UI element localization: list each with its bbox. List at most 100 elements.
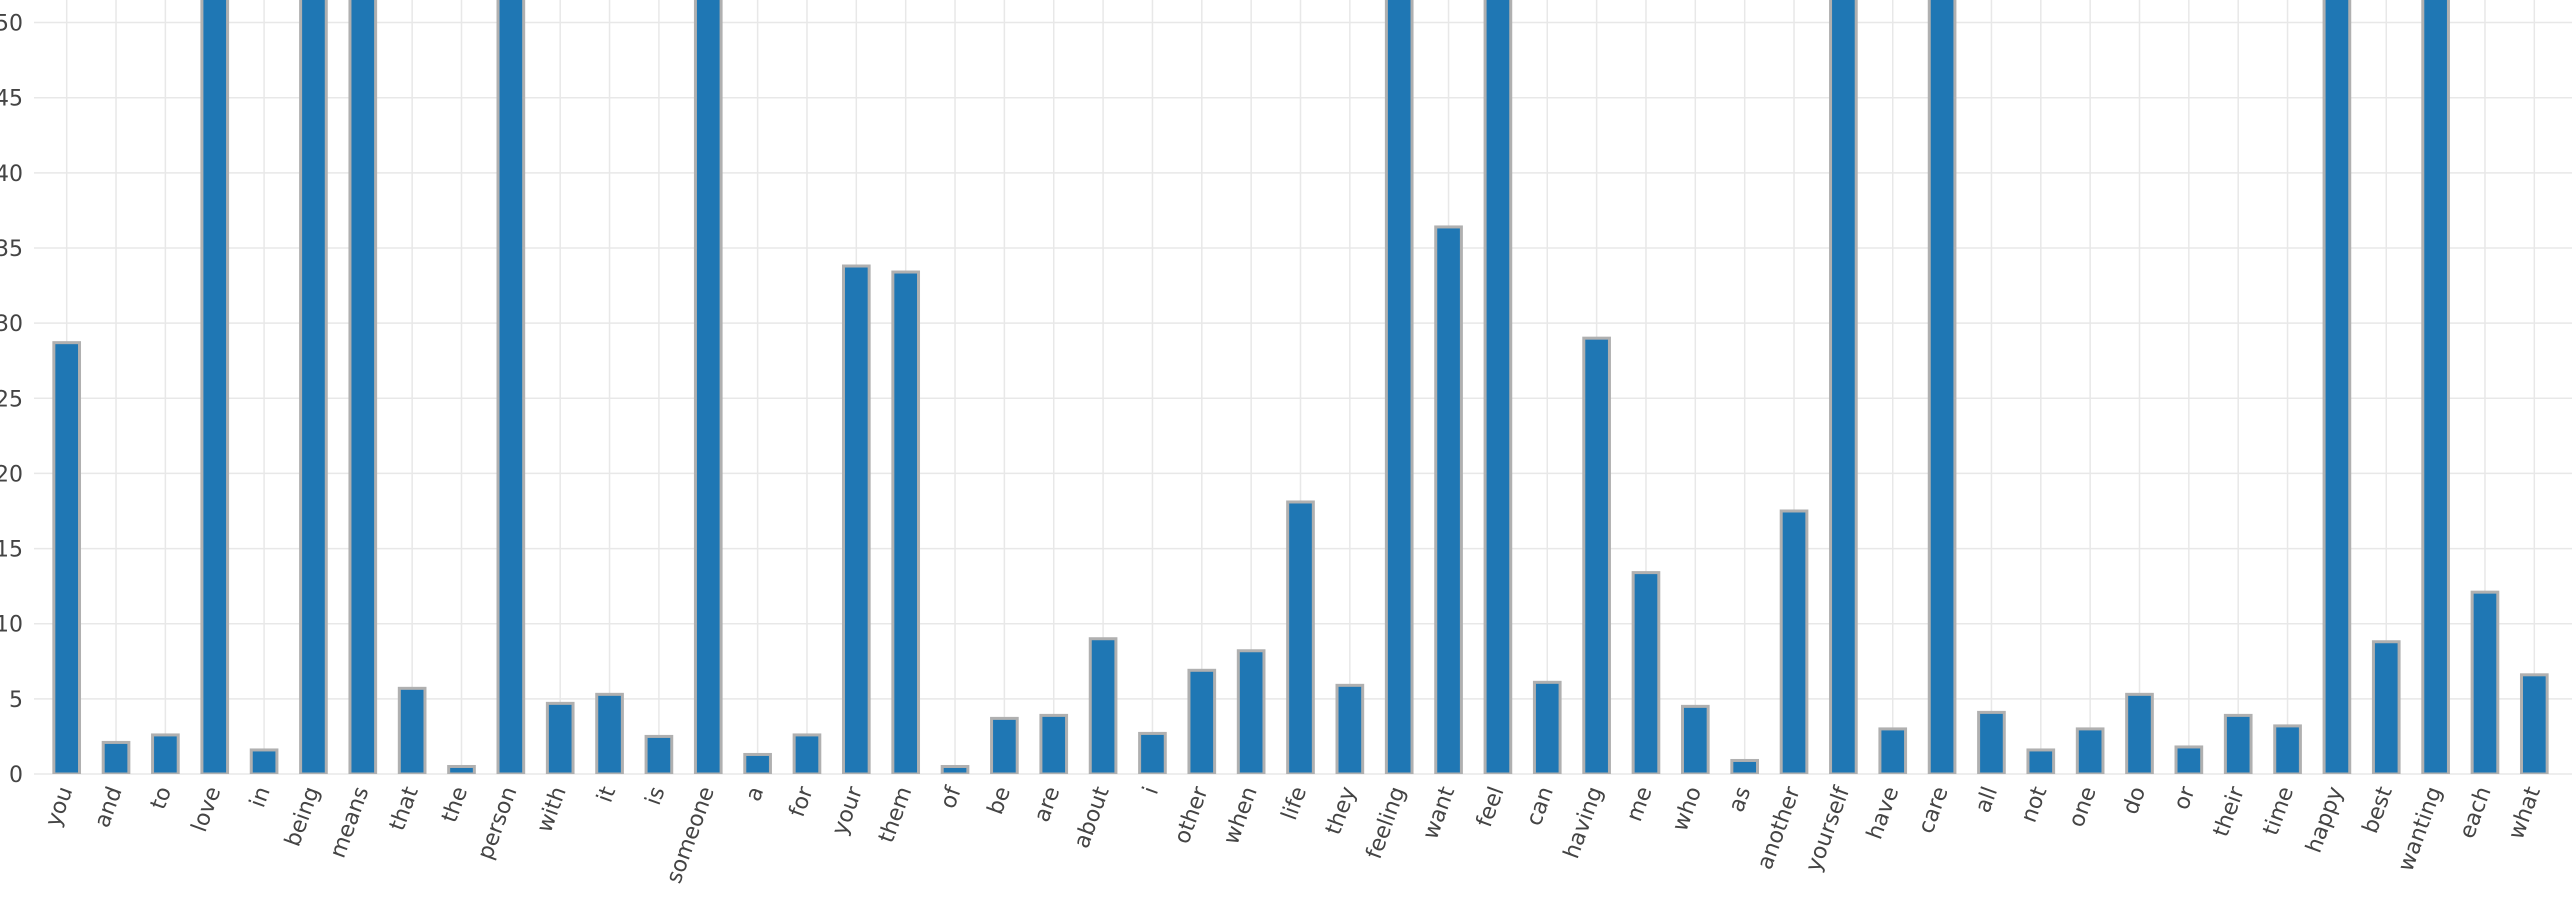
bar bbox=[2470, 590, 2500, 774]
y-tick-label: 15 bbox=[0, 538, 23, 563]
x-tick-label: with bbox=[532, 784, 571, 836]
bar bbox=[1532, 680, 1562, 774]
bar bbox=[101, 740, 131, 774]
bar bbox=[595, 692, 624, 774]
x-tick-label: or bbox=[2169, 783, 2201, 814]
bar bbox=[1631, 571, 1661, 774]
x-tick-label: all bbox=[1971, 784, 2003, 817]
x-tick-label: it bbox=[593, 783, 622, 806]
bar bbox=[1187, 668, 1217, 774]
x-tick-label: me bbox=[1622, 784, 1657, 825]
bar bbox=[891, 270, 921, 774]
x-tick-label: each bbox=[2455, 784, 2497, 842]
bar bbox=[2223, 713, 2253, 774]
bar bbox=[397, 686, 427, 774]
bar bbox=[52, 341, 82, 774]
bar bbox=[249, 748, 279, 774]
x-tick-label: for bbox=[785, 783, 819, 821]
x-tick-label: person bbox=[473, 784, 522, 863]
x-tick-label: other bbox=[1170, 783, 1214, 848]
x-tick-label: when bbox=[1219, 784, 1263, 848]
bar bbox=[1582, 336, 1611, 774]
x-tick-label: them bbox=[874, 784, 917, 847]
x-tick-label: their bbox=[2209, 783, 2250, 841]
x-tick-label: life bbox=[1277, 784, 1312, 824]
bar bbox=[1927, 0, 1957, 774]
x-tick-label: and bbox=[90, 784, 128, 831]
x-tick-label: are bbox=[1030, 784, 1066, 826]
x-tick-label: feeling bbox=[1362, 784, 1411, 863]
bar bbox=[1286, 500, 1315, 774]
x-tick-label: yourself bbox=[1801, 782, 1855, 875]
x-tick-label: can bbox=[1522, 784, 1559, 830]
y-tick-label: 20 bbox=[0, 462, 23, 487]
x-tick-label: being bbox=[281, 784, 326, 850]
x-tick-label: of bbox=[936, 782, 967, 812]
bar bbox=[2322, 0, 2352, 774]
bar bbox=[200, 0, 230, 774]
x-tick-label: time bbox=[2259, 784, 2299, 839]
bar bbox=[1977, 710, 2006, 774]
x-tick-label: they bbox=[1321, 784, 1361, 839]
bar bbox=[2026, 748, 2056, 774]
y-tick-label: 10 bbox=[0, 613, 23, 638]
x-tick-label: best bbox=[2358, 783, 2398, 837]
bar bbox=[2174, 745, 2204, 774]
bar bbox=[1335, 683, 1365, 774]
bar bbox=[2125, 692, 2154, 774]
x-tick-label: about bbox=[1070, 783, 1115, 852]
bar bbox=[1829, 0, 1858, 774]
x-tick-label: who bbox=[1668, 784, 1707, 835]
x-tick-label: means bbox=[326, 784, 375, 862]
bar bbox=[1779, 509, 1809, 774]
bar bbox=[1878, 727, 1908, 774]
bar bbox=[990, 716, 1019, 774]
x-tick-label: the bbox=[437, 784, 473, 826]
bar bbox=[1434, 225, 1463, 774]
x-tick-label: i bbox=[1138, 784, 1164, 798]
bar bbox=[743, 752, 772, 774]
bar bbox=[1138, 731, 1167, 774]
y-tick-label: 25 bbox=[0, 387, 23, 412]
x-tick-label: not bbox=[2017, 783, 2053, 826]
bar bbox=[545, 701, 575, 774]
x-tick-label: love bbox=[187, 784, 226, 836]
x-tick-label: your bbox=[828, 783, 869, 839]
bar bbox=[1236, 649, 1266, 774]
x-tick-label: be bbox=[983, 784, 1016, 818]
y-tick-label: 30 bbox=[0, 312, 23, 337]
bars bbox=[52, 0, 2549, 774]
bar bbox=[348, 0, 378, 774]
x-tick-label: happy bbox=[2302, 784, 2349, 857]
x-tick-label: another bbox=[1753, 783, 1806, 873]
y-tick-label: 40 bbox=[0, 162, 23, 187]
x-tick-label: someone bbox=[662, 784, 720, 887]
x-tick-label: in bbox=[245, 784, 275, 811]
bar bbox=[693, 0, 723, 774]
bar bbox=[1384, 0, 1414, 774]
x-tick-label: having bbox=[1559, 784, 1608, 863]
bar bbox=[496, 0, 526, 774]
y-tick-label: 0 bbox=[9, 763, 23, 788]
x-tick-label: as bbox=[1724, 784, 1756, 816]
x-tick-label: do bbox=[2118, 784, 2151, 818]
x-tick-label: have bbox=[1862, 784, 1904, 843]
bar bbox=[2075, 727, 2105, 774]
bar bbox=[447, 764, 476, 774]
bar bbox=[2421, 0, 2450, 774]
bar bbox=[1680, 704, 1710, 774]
y-tick-label: 35 bbox=[0, 237, 23, 262]
x-tick-label: what bbox=[2504, 783, 2546, 843]
bar bbox=[2273, 724, 2302, 774]
bar bbox=[1039, 713, 1069, 774]
y-tick-label: 5 bbox=[9, 688, 23, 713]
bar bbox=[1730, 758, 1760, 774]
x-tick-label: one bbox=[2064, 784, 2101, 831]
y-tick-label: 45 bbox=[0, 87, 23, 112]
bar bbox=[792, 733, 822, 774]
x-tick-label: wanting bbox=[2394, 784, 2448, 875]
bar bbox=[940, 764, 970, 774]
x-tick-label: you bbox=[41, 784, 78, 831]
